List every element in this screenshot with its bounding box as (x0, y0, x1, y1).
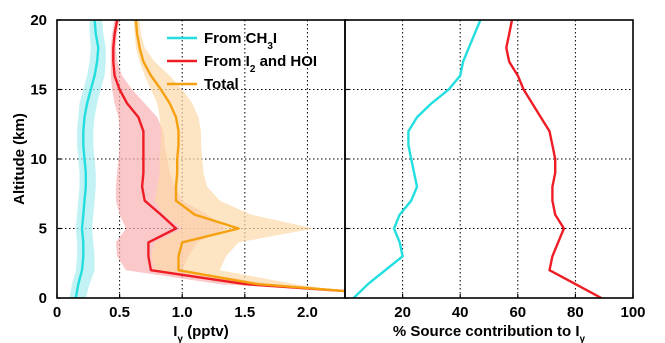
x-tick-label: 0.5 (109, 304, 130, 321)
x-axis-label: % Source contribution to Iy (393, 323, 586, 343)
y-tick-label: 5 (39, 221, 47, 238)
x-tick-label: 40 (452, 304, 469, 321)
x-tick-label: 1.5 (234, 304, 255, 321)
y-tick-label: 15 (30, 82, 47, 99)
x-tick-label: 100 (620, 304, 645, 321)
y-tick-label: 10 (30, 151, 47, 168)
series-line (112, 20, 345, 293)
data-area (69, 20, 345, 298)
x-tick-label: 60 (509, 304, 526, 321)
panel-2: 20 40 60 80 100 % Source contribution to Iy (344, 19, 646, 343)
y-tick-label: 0 (39, 290, 47, 307)
series-line (352, 20, 482, 298)
data-area (352, 20, 603, 298)
series-line (505, 20, 603, 298)
x-tick-label: 80 (567, 304, 584, 321)
y-tick-label: 20 (30, 12, 47, 29)
x-tick-label: 20 (394, 304, 411, 321)
x-axis-label: Iy (pptv) (173, 323, 229, 343)
y-axis-label: Altitude (km) (11, 113, 28, 205)
x-tick-label: 0 (53, 304, 61, 321)
legend-entry: From CH3I (204, 30, 277, 52)
x-tick-label: 2.0 (297, 304, 318, 321)
uncertainty-band (133, 20, 345, 292)
series-line (134, 20, 345, 293)
series-line (74, 20, 100, 298)
legend-entry: From I2 and HOI (204, 53, 317, 75)
x-tick-label: 1.0 (172, 304, 193, 321)
legend-entry: Total (204, 76, 239, 93)
uncertainty-band (69, 20, 106, 298)
panel-1: 0 0.5 1.0 1.5 2.0 0 5 10 15 20 Iy (pptv) Altitude (… (11, 12, 346, 343)
